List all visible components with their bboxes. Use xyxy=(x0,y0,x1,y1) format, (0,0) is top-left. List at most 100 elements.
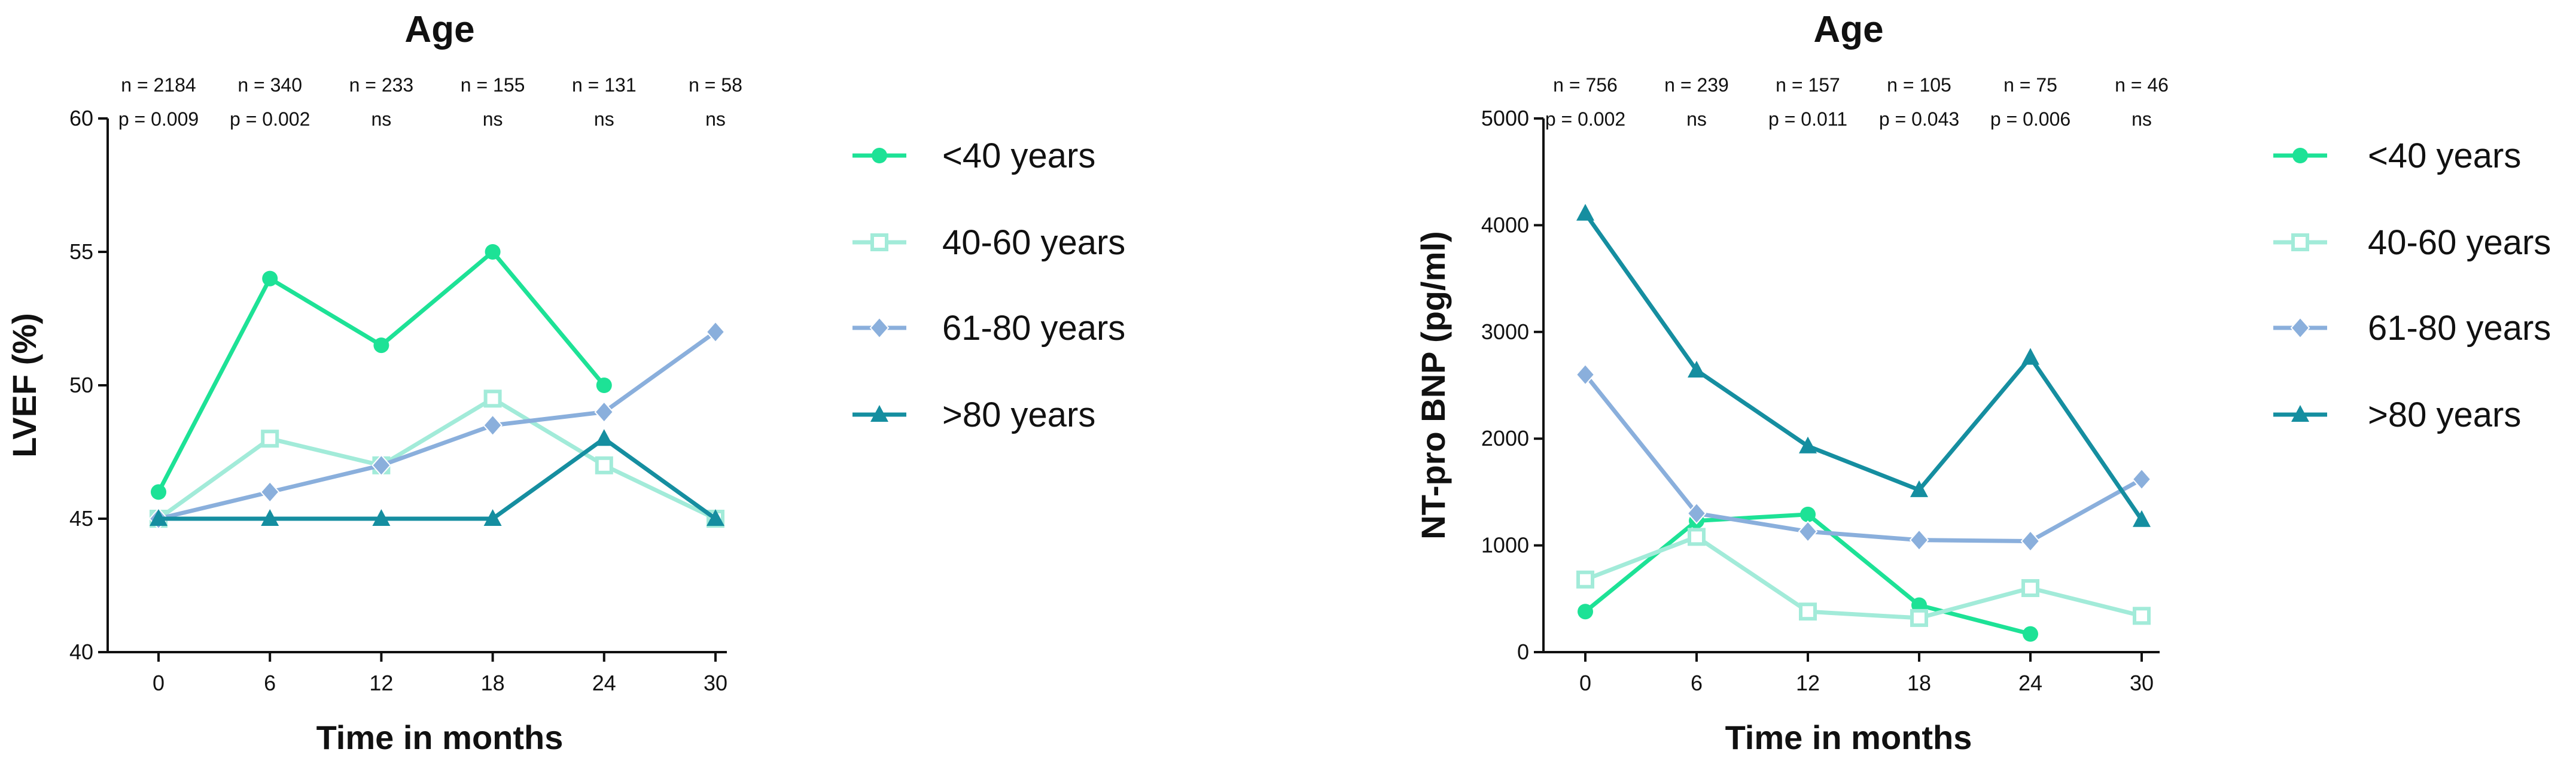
legend-label: 61-80 years xyxy=(942,309,1125,348)
series-40to60 xyxy=(1576,528,2151,627)
y-tick-label: 5000 xyxy=(1481,106,1529,130)
sample-size-label: n = 2184 xyxy=(121,74,196,96)
legend-label: 40-60 years xyxy=(942,223,1125,262)
data-point xyxy=(1688,361,1706,378)
x-tick-label: 12 xyxy=(369,671,393,695)
x-tick-label: 24 xyxy=(592,671,616,695)
x-tick-label: 6 xyxy=(1691,671,1703,695)
data-point xyxy=(595,456,613,474)
series-line xyxy=(157,396,717,521)
data-point xyxy=(372,454,391,477)
x-axis-title: Time in months xyxy=(316,719,564,756)
data-point xyxy=(261,509,279,526)
y-tick-label: 2000 xyxy=(1481,426,1529,451)
series-over80 xyxy=(1576,203,2151,527)
legend: <40 years 40-60 years 61-80 years >80 years xyxy=(2273,136,2551,434)
p-value-label: p = 0.002 xyxy=(230,108,310,130)
legend-label: <40 years xyxy=(2368,136,2521,175)
chart-panel-2: Age n = 756 n = 239 n = 157 n = 105 n = 75 n =… xyxy=(1414,9,2551,756)
sample-size-label: n = 155 xyxy=(461,74,525,96)
x-tick-label: 24 xyxy=(2018,671,2042,695)
data-point xyxy=(1575,363,1595,386)
data-point xyxy=(1799,436,1817,453)
data-point xyxy=(595,429,613,446)
data-point xyxy=(483,389,502,408)
data-point xyxy=(1576,570,1594,589)
y-axis-title: NT-pro BNP (pg/ml) xyxy=(1414,231,1452,539)
data-point xyxy=(1688,528,1706,546)
data-point xyxy=(261,430,279,448)
data-point xyxy=(1578,604,1593,620)
legend-marker xyxy=(2291,233,2309,251)
data-point xyxy=(483,414,503,437)
legend-marker xyxy=(869,316,890,339)
data-point xyxy=(594,401,614,424)
data-point xyxy=(707,509,724,526)
legend-label: 61-80 years xyxy=(2368,309,2551,348)
data-point xyxy=(483,509,502,526)
data-point xyxy=(1799,602,1817,621)
p-value-label: p = 0.009 xyxy=(118,108,199,130)
data-point xyxy=(262,270,278,287)
legend-label: >80 years xyxy=(2368,395,2521,434)
legend-marker xyxy=(870,233,888,251)
data-point xyxy=(596,378,612,393)
data-point xyxy=(2021,579,2039,597)
x-tick-label: 30 xyxy=(2130,671,2154,695)
sample-size-label: n = 75 xyxy=(2003,74,2057,96)
p-value-label: ns xyxy=(2132,108,2152,130)
legend-marker xyxy=(872,148,887,163)
legend-label: 40-60 years xyxy=(2368,223,2551,262)
x-axis-title: Time in months xyxy=(1725,719,1972,756)
data-point xyxy=(1800,506,1816,522)
y-tick-label: 1000 xyxy=(1481,533,1529,558)
x-tick-label: 18 xyxy=(481,671,505,695)
sample-size-label: n = 58 xyxy=(689,74,742,96)
data-point xyxy=(150,509,168,526)
x-tick-label: 30 xyxy=(704,671,727,695)
x-tick-label: 12 xyxy=(1796,671,1820,695)
series-40to60 xyxy=(150,389,724,528)
sample-size-label: n = 157 xyxy=(1776,74,1840,96)
legend-label: >80 years xyxy=(942,395,1095,434)
y-axis-title: LVEF (%) xyxy=(5,313,43,458)
data-point xyxy=(705,321,726,343)
y-tick-label: 40 xyxy=(69,640,93,664)
data-point xyxy=(2020,529,2041,552)
p-value-label: p = 0.011 xyxy=(1768,108,1847,130)
y-tick-label: 3000 xyxy=(1481,319,1529,344)
legend-marker xyxy=(2290,316,2310,339)
sample-size-label: n = 46 xyxy=(2115,74,2169,96)
p-value-label: p = 0.043 xyxy=(1879,108,1959,130)
x-tick-label: 0 xyxy=(1579,671,1591,695)
p-value-label: ns xyxy=(594,108,614,130)
p-value-label: ns xyxy=(483,108,503,130)
data-point xyxy=(373,337,389,354)
series-over80 xyxy=(150,429,724,526)
y-tick-label: 60 xyxy=(69,106,93,130)
legend-marker xyxy=(2291,405,2309,422)
data-point xyxy=(2021,348,2039,365)
sample-size-label: n = 131 xyxy=(572,74,637,96)
data-point xyxy=(260,480,280,503)
data-point xyxy=(1576,203,1594,221)
series-line xyxy=(159,436,717,521)
series-under40 xyxy=(151,244,612,500)
data-point xyxy=(2023,626,2038,642)
legend: <40 years 40-60 years 61-80 years >80 years xyxy=(852,136,1125,434)
chart-panel-1: Age n = 2184 n = 340 n = 233 n = 155 n = 131 n… xyxy=(5,9,1125,756)
data-point xyxy=(485,244,501,260)
data-point xyxy=(1910,608,1928,627)
p-value-label: ns xyxy=(705,108,726,130)
data-point xyxy=(2133,607,2151,625)
data-point xyxy=(2133,510,2151,527)
data-point xyxy=(1910,480,1928,497)
data-point xyxy=(151,484,166,500)
sample-size-label: n = 105 xyxy=(1887,74,1951,96)
series-line xyxy=(158,330,717,521)
p-value-label: ns xyxy=(1686,108,1707,130)
sample-size-label: n = 233 xyxy=(349,74,414,96)
legend-marker xyxy=(870,405,888,422)
sample-size-label: n = 756 xyxy=(1553,74,1618,96)
series-61to80 xyxy=(1575,363,2152,552)
